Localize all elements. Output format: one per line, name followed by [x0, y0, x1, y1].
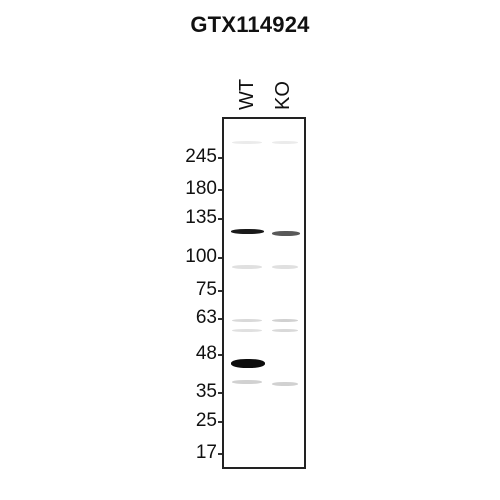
marker-label-245: 245: [185, 146, 217, 167]
marker-label-48: 48: [195, 343, 217, 364]
lane-label-ko: KO: [272, 81, 294, 110]
wt-band-lower: [231, 359, 265, 368]
marker-label-63: 63: [195, 307, 217, 328]
faint-band: [272, 319, 298, 322]
marker-label-17: 17: [195, 442, 217, 463]
blot-title: GTX114924: [190, 12, 310, 37]
faint-band: [272, 265, 298, 269]
faint-band: [232, 319, 262, 322]
ko-band-upper: [272, 231, 300, 236]
marker-label-35: 35: [195, 381, 217, 402]
faint-band: [272, 382, 298, 386]
faint-band: [232, 380, 262, 384]
western-blot-membrane: [222, 117, 306, 469]
wt-band-upper: [231, 229, 264, 234]
marker-label-100: 100: [185, 246, 217, 267]
faint-band: [232, 265, 262, 269]
faint-band: [272, 141, 298, 144]
faint-band: [232, 329, 262, 332]
faint-band: [272, 329, 298, 332]
marker-label-25: 25: [195, 410, 217, 431]
marker-label-135: 135: [185, 207, 217, 228]
faint-band: [232, 141, 262, 144]
lane-label-wt: WT: [236, 78, 258, 110]
marker-label-75: 75: [195, 279, 217, 300]
marker-label-180: 180: [185, 178, 217, 199]
